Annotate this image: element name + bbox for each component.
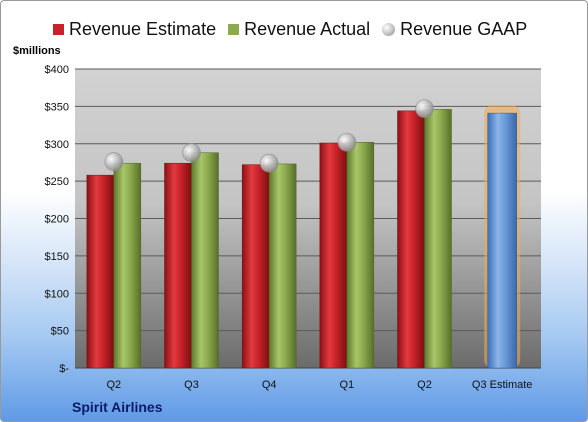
x-tick-label: Q3: [184, 379, 199, 391]
legend-item-gaap: Revenue GAAP: [382, 19, 527, 40]
legend-marker-gaap: [382, 22, 396, 36]
y-tick-label: $200: [45, 214, 69, 226]
bar-revenue-actual: [424, 109, 452, 369]
legend: Revenue Estimate Revenue Actual Revenue …: [53, 17, 539, 41]
x-tick-label: Q1: [339, 379, 354, 391]
bar-revenue-estimate: [241, 164, 270, 369]
bar-revenue-actual: [268, 163, 297, 369]
bar-revenue-actual: [113, 162, 142, 369]
y-tick-label: $400: [45, 64, 69, 76]
y-axis-ticks: $- $50 $100 $150 $200 $250 $300 $350 $400: [45, 64, 70, 375]
y-tick-label: $50: [51, 326, 69, 338]
bars: [86, 105, 521, 369]
y-tick-label: $350: [45, 101, 69, 113]
x-tick-label: Q2: [106, 379, 121, 391]
y-tick-label: $250: [45, 176, 69, 188]
bar-revenue-estimate: [319, 142, 348, 369]
marker-revenue-gaap: [104, 152, 124, 171]
gaap-markers: [104, 99, 434, 173]
company-name: Spirit Airlines: [72, 399, 163, 415]
x-tick-label: Q4: [262, 379, 277, 391]
legend-swatch-actual: [228, 23, 240, 35]
legend-label-estimate: Revenue Estimate: [69, 18, 217, 39]
bar-revenue-estimate: [86, 174, 115, 369]
y-axis-unit-label: $millions: [13, 45, 61, 57]
x-tick-label: Q3 Estimate: [472, 379, 533, 391]
y-tick-label: $150: [45, 251, 69, 263]
bar-revenue-actual: [191, 152, 219, 369]
marker-revenue-gaap: [182, 143, 201, 163]
bar-revenue-actual: [346, 142, 375, 369]
legend-label-gaap: Revenue GAAP: [400, 18, 528, 39]
bar-q3-estimate: [487, 112, 517, 369]
y-tick-label: $100: [45, 288, 69, 300]
legend-item-estimate: Revenue Estimate: [53, 19, 216, 40]
y-tick-label: $300: [45, 139, 69, 151]
marker-revenue-gaap: [415, 99, 434, 118]
marker-revenue-gaap: [259, 153, 279, 173]
y-tick-label: $-: [59, 363, 69, 375]
gridlines: [75, 68, 541, 369]
legend-item-actual: Revenue Actual: [228, 19, 370, 40]
bar-revenue-estimate: [397, 110, 425, 369]
legend-label-actual: Revenue Actual: [244, 18, 371, 39]
legend-swatch-estimate: [53, 23, 64, 35]
bar-revenue-estimate: [164, 162, 192, 369]
x-tick-label: Q2: [417, 379, 432, 391]
x-axis-ticks: Q2 Q3 Q4 Q1 Q2 Q3 Estimate: [106, 379, 532, 391]
marker-revenue-gaap: [337, 132, 357, 152]
